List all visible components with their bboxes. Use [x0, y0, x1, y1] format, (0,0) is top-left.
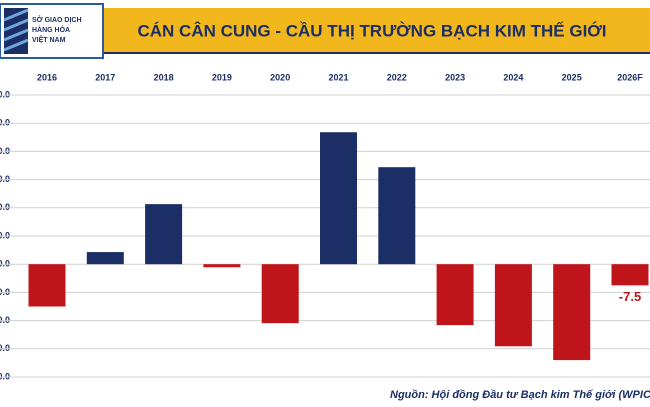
- x-tick-label: 2017: [95, 72, 115, 82]
- bar: [86, 252, 124, 265]
- x-tick-label: 2020: [270, 72, 290, 82]
- y-tick-label: 0.0: [0, 259, 10, 269]
- bar: [320, 132, 357, 265]
- y-tick-label: -30.0: [0, 343, 10, 353]
- x-tick-label: 2023: [445, 72, 465, 82]
- bar: [378, 167, 416, 265]
- value-label: -7.5: [619, 289, 641, 304]
- x-tick-label: 2021: [328, 72, 348, 82]
- x-tick-label: 2019: [212, 72, 232, 82]
- x-tick-label: 2018: [154, 72, 174, 82]
- y-tick-label: 30.0: [0, 174, 10, 184]
- y-tick-label: 50.0: [0, 118, 10, 128]
- x-tick-label: 2024: [503, 72, 523, 82]
- y-tick-label: 40.0: [0, 146, 10, 156]
- bar: [28, 264, 66, 307]
- x-tick-label: 2016: [37, 72, 57, 82]
- x-tick-label: 2022: [387, 72, 407, 82]
- y-tick-label: -20.0: [0, 315, 10, 325]
- y-tick-label: -40.0: [0, 371, 10, 381]
- y-tick-label: 20.0: [0, 202, 10, 212]
- bar: [436, 264, 474, 326]
- y-tick-label: 60.0: [0, 89, 10, 99]
- logo-text: SỞ GIAO DỊCH: [32, 15, 82, 24]
- bar: [203, 264, 241, 268]
- title-bar: [0, 8, 650, 53]
- bar: [611, 264, 649, 286]
- bar: [145, 204, 183, 265]
- chart-title: CÁN CÂN CUNG - CẦU THỊ TRƯỜNG BẠCH KIM T…: [137, 21, 606, 40]
- logo-icon: [3, 8, 29, 54]
- bar: [261, 264, 299, 324]
- bar: [494, 264, 532, 347]
- logo-text: VIỆT NAM: [32, 35, 66, 44]
- source-note: Nguồn: Hội đồng Đầu tư Bạch kim Thế giới…: [390, 389, 650, 401]
- y-tick-label: -10.0: [0, 287, 10, 297]
- y-tick-label: 10.0: [0, 230, 10, 240]
- x-tick-label: 2026F: [617, 72, 643, 82]
- logo-text: HÀNG HÓA: [32, 25, 70, 34]
- x-tick-label: 2025: [562, 72, 582, 82]
- bar: [553, 264, 591, 361]
